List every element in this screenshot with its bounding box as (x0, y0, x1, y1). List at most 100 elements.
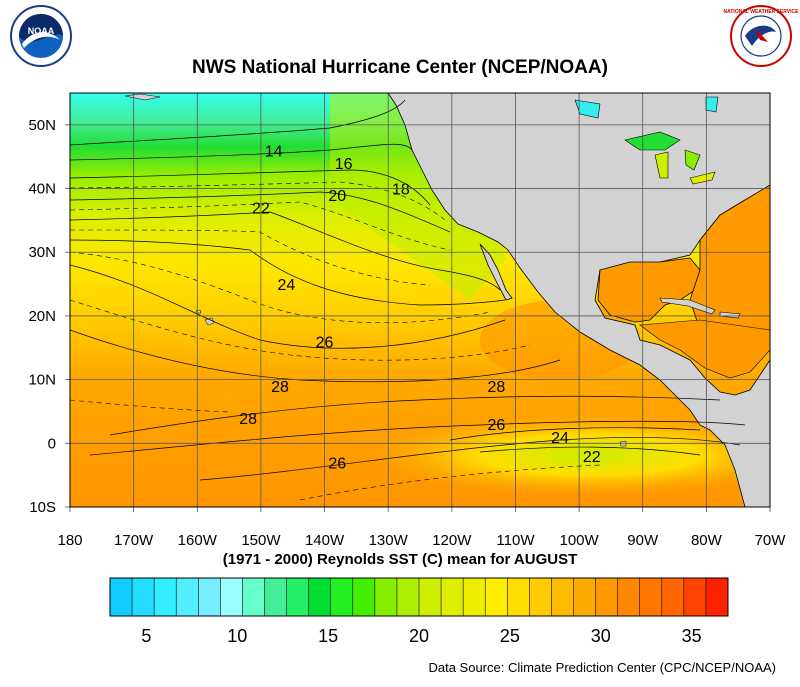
dashed-contour-21 (70, 201, 451, 251)
colorbar-label: 20 (409, 626, 429, 646)
colorbar-swatch (264, 578, 287, 616)
lon-tick-label: 80W (691, 532, 723, 549)
colorbar-swatch (441, 578, 464, 616)
colorbar-swatch (639, 578, 663, 616)
contour-label: 26 (328, 455, 346, 472)
colorbar-swatch (573, 578, 596, 616)
colorbar-labels: 5 10 15 20 25 30 35 (141, 626, 701, 646)
colorbar-label: 15 (318, 626, 338, 646)
nws-logo-text: NATIONAL WEATHER SERVICE (724, 9, 800, 15)
sst-dashed-contours (70, 181, 601, 501)
inland-lake (574, 99, 601, 119)
colorbar-swatch (529, 578, 552, 616)
dashed-contour-25 (70, 251, 491, 324)
data-source: Data Source: Climate Prediction Center (… (428, 660, 776, 675)
lake-huron (684, 149, 701, 171)
lat-tick-label: 40N (28, 181, 56, 198)
colorbar-title: (1971 - 2000) Reynolds SST (C) mean for … (222, 551, 578, 568)
colorbar-swatch (110, 578, 133, 616)
colorbar-swatch (352, 578, 376, 616)
contour-label: 22 (583, 449, 601, 466)
contour-label: 24 (551, 430, 569, 447)
contour-16 (70, 143, 413, 161)
colorbar-swatch (132, 578, 155, 616)
map-title: NWS National Hurricane Center (NCEP/NOAA… (192, 57, 608, 78)
dashed-contour-25-south (299, 464, 601, 501)
colorbar-swatch (286, 578, 309, 616)
lon-tick-label: 180 (57, 532, 82, 549)
colorbar-swatch (419, 578, 442, 616)
colorbar-label: 5 (141, 626, 151, 646)
noaa-logo: NOAA (10, 5, 72, 67)
colorbar-swatch (683, 578, 707, 616)
colorbar-swatch (154, 578, 177, 616)
contour-24 (70, 239, 506, 306)
dashed-contour-27 (70, 299, 531, 361)
colorbar-swatch (242, 578, 265, 616)
colorbar-swatch (507, 578, 530, 616)
lon-tick-label: 130W (369, 532, 409, 549)
colorbar (109, 577, 729, 617)
lat-tick-label: 30N (28, 244, 56, 261)
dashed-contour-19 (70, 181, 446, 221)
lat-tick-label: 50N (28, 117, 56, 134)
contour-label: 14 (265, 143, 283, 160)
colorbar-label: 25 (500, 626, 520, 646)
lon-tick-label: 90W (627, 532, 659, 549)
contour-label: 28 (271, 379, 289, 396)
colorbar-swatch (617, 578, 641, 616)
contour-20 (70, 191, 451, 233)
contour-24-south (449, 427, 701, 441)
latitude-tick-labels: 10S 0 10N 20N 30N 40N 50N (28, 117, 56, 516)
nws-logo: NATIONAL WEATHER SERVICE (724, 5, 800, 67)
lon-tick-label: 70W (755, 532, 787, 549)
contour-label: 20 (328, 188, 346, 205)
colorbar-swatch (198, 578, 221, 616)
contour-label: 26 (487, 417, 505, 434)
colorbar-swatch (374, 578, 398, 616)
lon-tick-label: 150W (241, 532, 281, 549)
colorbar-swatch (705, 578, 729, 616)
colorbar-swatch (661, 578, 685, 616)
colorbar-swatch (308, 578, 332, 616)
colorbar-label: 35 (682, 626, 702, 646)
colorbar-swatch (595, 578, 618, 616)
lat-tick-label: 20N (28, 308, 56, 325)
caribbean-sea (639, 319, 770, 379)
colorbar-swatch (330, 578, 354, 616)
lake-superior (624, 131, 681, 151)
lon-tick-label: 100W (559, 532, 599, 549)
colorbar-frame (109, 577, 729, 617)
dashed-contour-23 (70, 229, 431, 286)
contour-28-south (109, 395, 721, 436)
baja-california (479, 243, 513, 301)
colorbar-swatch (551, 578, 574, 616)
contour-label: 18 (392, 182, 410, 199)
contour-26 (70, 264, 506, 349)
lat-tick-label: 0 (48, 435, 56, 452)
contour-label: 16 (335, 156, 353, 173)
lon-tick-label: 120W (432, 532, 472, 549)
hispaniola-island (719, 311, 741, 319)
contour-22-south (479, 446, 701, 456)
lon-tick-label: 140W (305, 532, 345, 549)
lat-tick-label: 10S (29, 499, 56, 516)
colorbar-swatch (485, 578, 508, 616)
longitude-tick-labels: 180 170W 160W 150W 140W 130W 120W 110W 100W 90W 80… (57, 532, 786, 549)
colorbar-swatch (220, 578, 243, 616)
contour-label: 28 (487, 379, 505, 396)
colorbar-swatch (396, 578, 420, 616)
colorbar-label: 30 (591, 626, 611, 646)
contour-label: 28 (239, 411, 257, 428)
lon-tick-label: 170W (114, 532, 154, 549)
contour-18 (70, 169, 431, 206)
colorbar-swatch (176, 578, 199, 616)
lake-michigan (654, 151, 669, 179)
colorbar-label: 10 (227, 626, 247, 646)
map-gridlines (65, 93, 771, 512)
contour-22 (70, 211, 501, 291)
hawaii-island (204, 317, 215, 326)
lat-tick-label: 10N (28, 372, 56, 389)
contour-14 (70, 99, 406, 146)
